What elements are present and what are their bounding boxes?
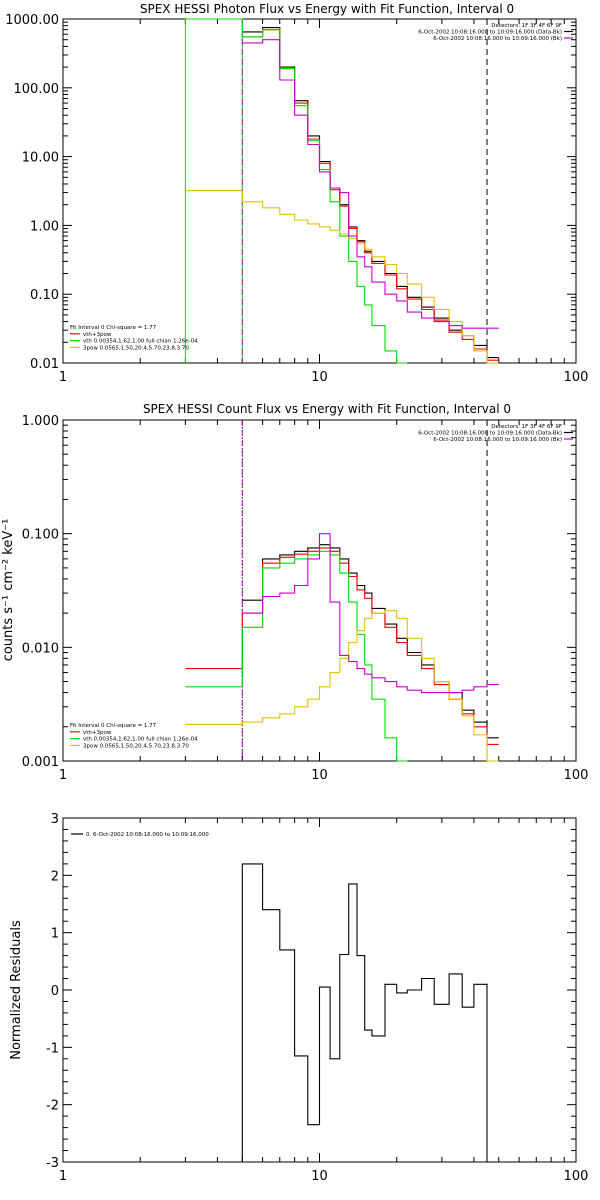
residuals-marks [241, 863, 488, 1162]
series-step-line-0 [242, 27, 499, 359]
series-step-line-2 [185, 18, 408, 364]
photon-flux-plot-frame [62, 18, 577, 364]
count-flux-y-axis-label: counts s⁻¹ cm⁻² keV⁻¹ [1, 519, 16, 662]
residuals-legend-label: 0. 6-Oct-2002 10:08:16.000 to 10:09:16.0… [86, 832, 209, 838]
series-step-line-0 [242, 544, 499, 739]
series-step-line-4 [242, 39, 499, 329]
residuals-ticks: 1 10 100 -3 -2 -1 0 1 2 3 [46, 812, 588, 1184]
y-tick-label: -2 [46, 1099, 59, 1114]
y-tick-label: 1000.00 [5, 13, 59, 28]
x-tick-label: 1 [59, 370, 67, 385]
y-tick-label: 10.00 [22, 151, 59, 166]
x-tick-label: 10 [311, 370, 328, 385]
x-tick-label: 10 [311, 768, 328, 783]
annotation-left-line: 3pow 0.0565,1.50,20.4,5.70,23.8,3.70 [83, 345, 189, 351]
annotation-right-line: 6-Oct-2002 10:08:16.000 to 10:09:16.000 … [433, 36, 562, 42]
x-tick-label: 1 [59, 1169, 67, 1184]
residuals-y-axis-label: Normalized Residuals [9, 920, 24, 1060]
y-tick-label: 1.000 [22, 414, 59, 429]
residuals-panel: Normalized Residuals 1 10 100 -3 -2 -1 0 1 2 3 0.… [9, 812, 588, 1184]
annotation-left-line: vth+3pow [83, 730, 112, 736]
series-step-line-4 [242, 533, 499, 694]
count-flux-marks [185, 420, 499, 762]
x-tick-label: 100 [564, 370, 589, 385]
annotation-left-line: vth+3pow [83, 332, 112, 338]
annotation-left-line: Fit Interval 0 Chi-square = 1.77 [70, 723, 157, 729]
annotation-left-line: 3pow 0.0565,1.50,20.4,5.70,23.8,3.70 [83, 743, 189, 749]
y-tick-label: 2 [51, 869, 59, 884]
photon-flux-panel: SPEX HESSI Photon Flux vs Energy with Fi… [5, 2, 588, 385]
series-step-line-1 [242, 29, 499, 361]
count-flux-plot-frame [62, 419, 577, 762]
y-tick-label: 0.01 [30, 357, 59, 372]
y-tick-label: 0 [51, 984, 59, 999]
x-tick-label: 10 [311, 1169, 328, 1184]
series-step-line-2 [185, 550, 408, 762]
y-tick-label: 0.010 [22, 641, 59, 656]
series-step-line-0 [241, 863, 488, 1162]
y-tick-label: 1 [51, 927, 59, 942]
annotation-right-line: 6-Oct-2002 10:08:16.000 to 10:09:16.000 … [433, 437, 562, 443]
x-tick-label: 100 [564, 1169, 589, 1184]
annotation-left-line: Fit Interval 0 Chi-square = 1.77 [70, 325, 157, 331]
photon-flux-annotations: Detectors: 1F 3F 4F 6F 9F6-Oct-2002 10:0… [70, 23, 573, 351]
photon-flux-marks [184, 18, 499, 364]
annotation-left-line: vth 0.00354,1.62,1.00 full chian 1.26e-0… [83, 339, 198, 345]
count-flux-ticks: 1 10 100 0.001 0.010 0.100 1.000 [22, 414, 589, 783]
count-flux-title: SPEX HESSI Count Flux vs Energy with Fit… [143, 402, 511, 416]
y-tick-label: 0.10 [30, 288, 59, 303]
y-tick-label: 1.00 [30, 219, 59, 234]
count-flux-annotations: Detectors: 1F 3F 4F 6F 9F6-Oct-2002 10:0… [70, 424, 573, 749]
annotation-left-line: vth 0.00354,1.62,1.00 full chian 1.26e-0… [83, 737, 198, 743]
y-tick-label: 0.100 [22, 528, 59, 543]
y-tick-label: 100.00 [14, 82, 60, 97]
y-tick-label: 3 [51, 812, 59, 827]
annotation-right-line: 6-Oct-2002 10:08:16.000 to 10:09:16.000 … [418, 431, 562, 437]
annotation-right-line: Detectors: 1F 3F 4F 6F 9F [491, 23, 562, 29]
y-tick-label: -3 [46, 1156, 59, 1171]
residuals-annotations: 0. 6-Oct-2002 10:08:16.000 to 10:09:16.0… [71, 832, 209, 838]
y-tick-label: -1 [46, 1041, 59, 1056]
x-tick-label: 100 [564, 768, 589, 783]
annotation-right-line: Detectors: 1F 3F 4F 6F 9F [491, 424, 562, 430]
series-step-line-1 [185, 547, 499, 745]
series-step-line-3 [185, 610, 499, 762]
y-tick-label: 0.001 [22, 755, 59, 770]
photon-flux-title: SPEX HESSI Photon Flux vs Energy with Fi… [140, 2, 514, 16]
x-tick-label: 1 [59, 768, 67, 783]
photon-flux-ticks: 1 10 100 0.01 0.10 1.00 10.00 100.00 1000.00 [5, 13, 588, 385]
count-flux-panel: SPEX HESSI Count Flux vs Energy with Fit… [1, 402, 588, 783]
series-step-line-3 [185, 190, 499, 364]
annotation-right-line: 6-Oct-2002 10:08:16.000 to 10:09:16.000 … [418, 30, 562, 36]
